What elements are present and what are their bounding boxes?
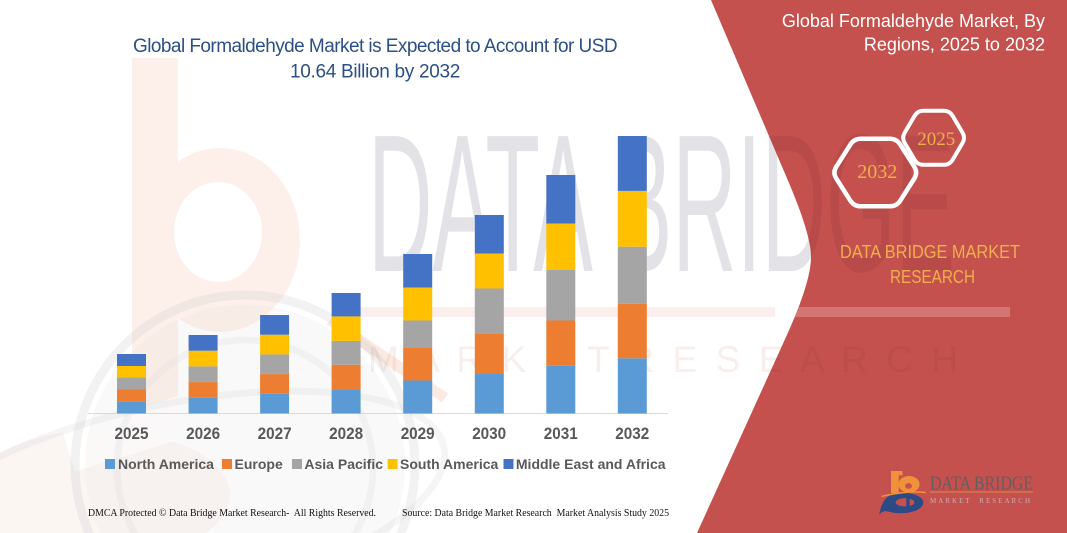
svg-text:RESEARCH: RESEARCH [890,267,975,287]
svg-text:Middle East and Africa: Middle East and Africa [516,456,666,472]
svg-text:DMCA Protected © Data Bridge M: DMCA Protected © Data Bridge Market Rese… [88,507,376,519]
svg-text:South America: South America [400,456,498,472]
svg-text:2032: 2032 [615,424,649,443]
svg-text:Global Formaldehyde Market, By: Global Formaldehyde Market, By [782,11,1045,31]
svg-text:Global Formaldehyde Market is: Global Formaldehyde Market is Expected t… [133,36,617,57]
svg-text:2029: 2029 [401,424,435,443]
svg-text:10.64 Billion by 2032: 10.64 Billion by 2032 [290,62,460,83]
svg-text:2031: 2031 [544,424,578,443]
svg-text:2032: 2032 [857,161,897,183]
svg-text:DATA BRIDGE: DATA BRIDGE [930,473,1033,495]
svg-text:Regions, 2025 to 2032: Regions, 2025 to 2032 [864,35,1045,55]
svg-text:2030: 2030 [472,424,506,443]
svg-text:North America: North America [118,456,214,472]
svg-text:2026: 2026 [186,424,220,443]
svg-text:MARKET RESEARCH: MARKET RESEARCH [930,497,1030,505]
svg-text:2028: 2028 [329,424,363,443]
svg-text:Source: Data Bridge Market Res: Source: Data Bridge Market Research Mark… [402,507,669,519]
svg-text:2027: 2027 [258,424,292,443]
svg-text:2025: 2025 [115,424,149,443]
svg-text:Asia Pacific: Asia Pacific [304,456,383,472]
svg-text:DATA BRIDGE MARKET: DATA BRIDGE MARKET [840,242,1020,262]
svg-text:2025: 2025 [917,129,955,150]
svg-text:Europe: Europe [235,456,283,472]
